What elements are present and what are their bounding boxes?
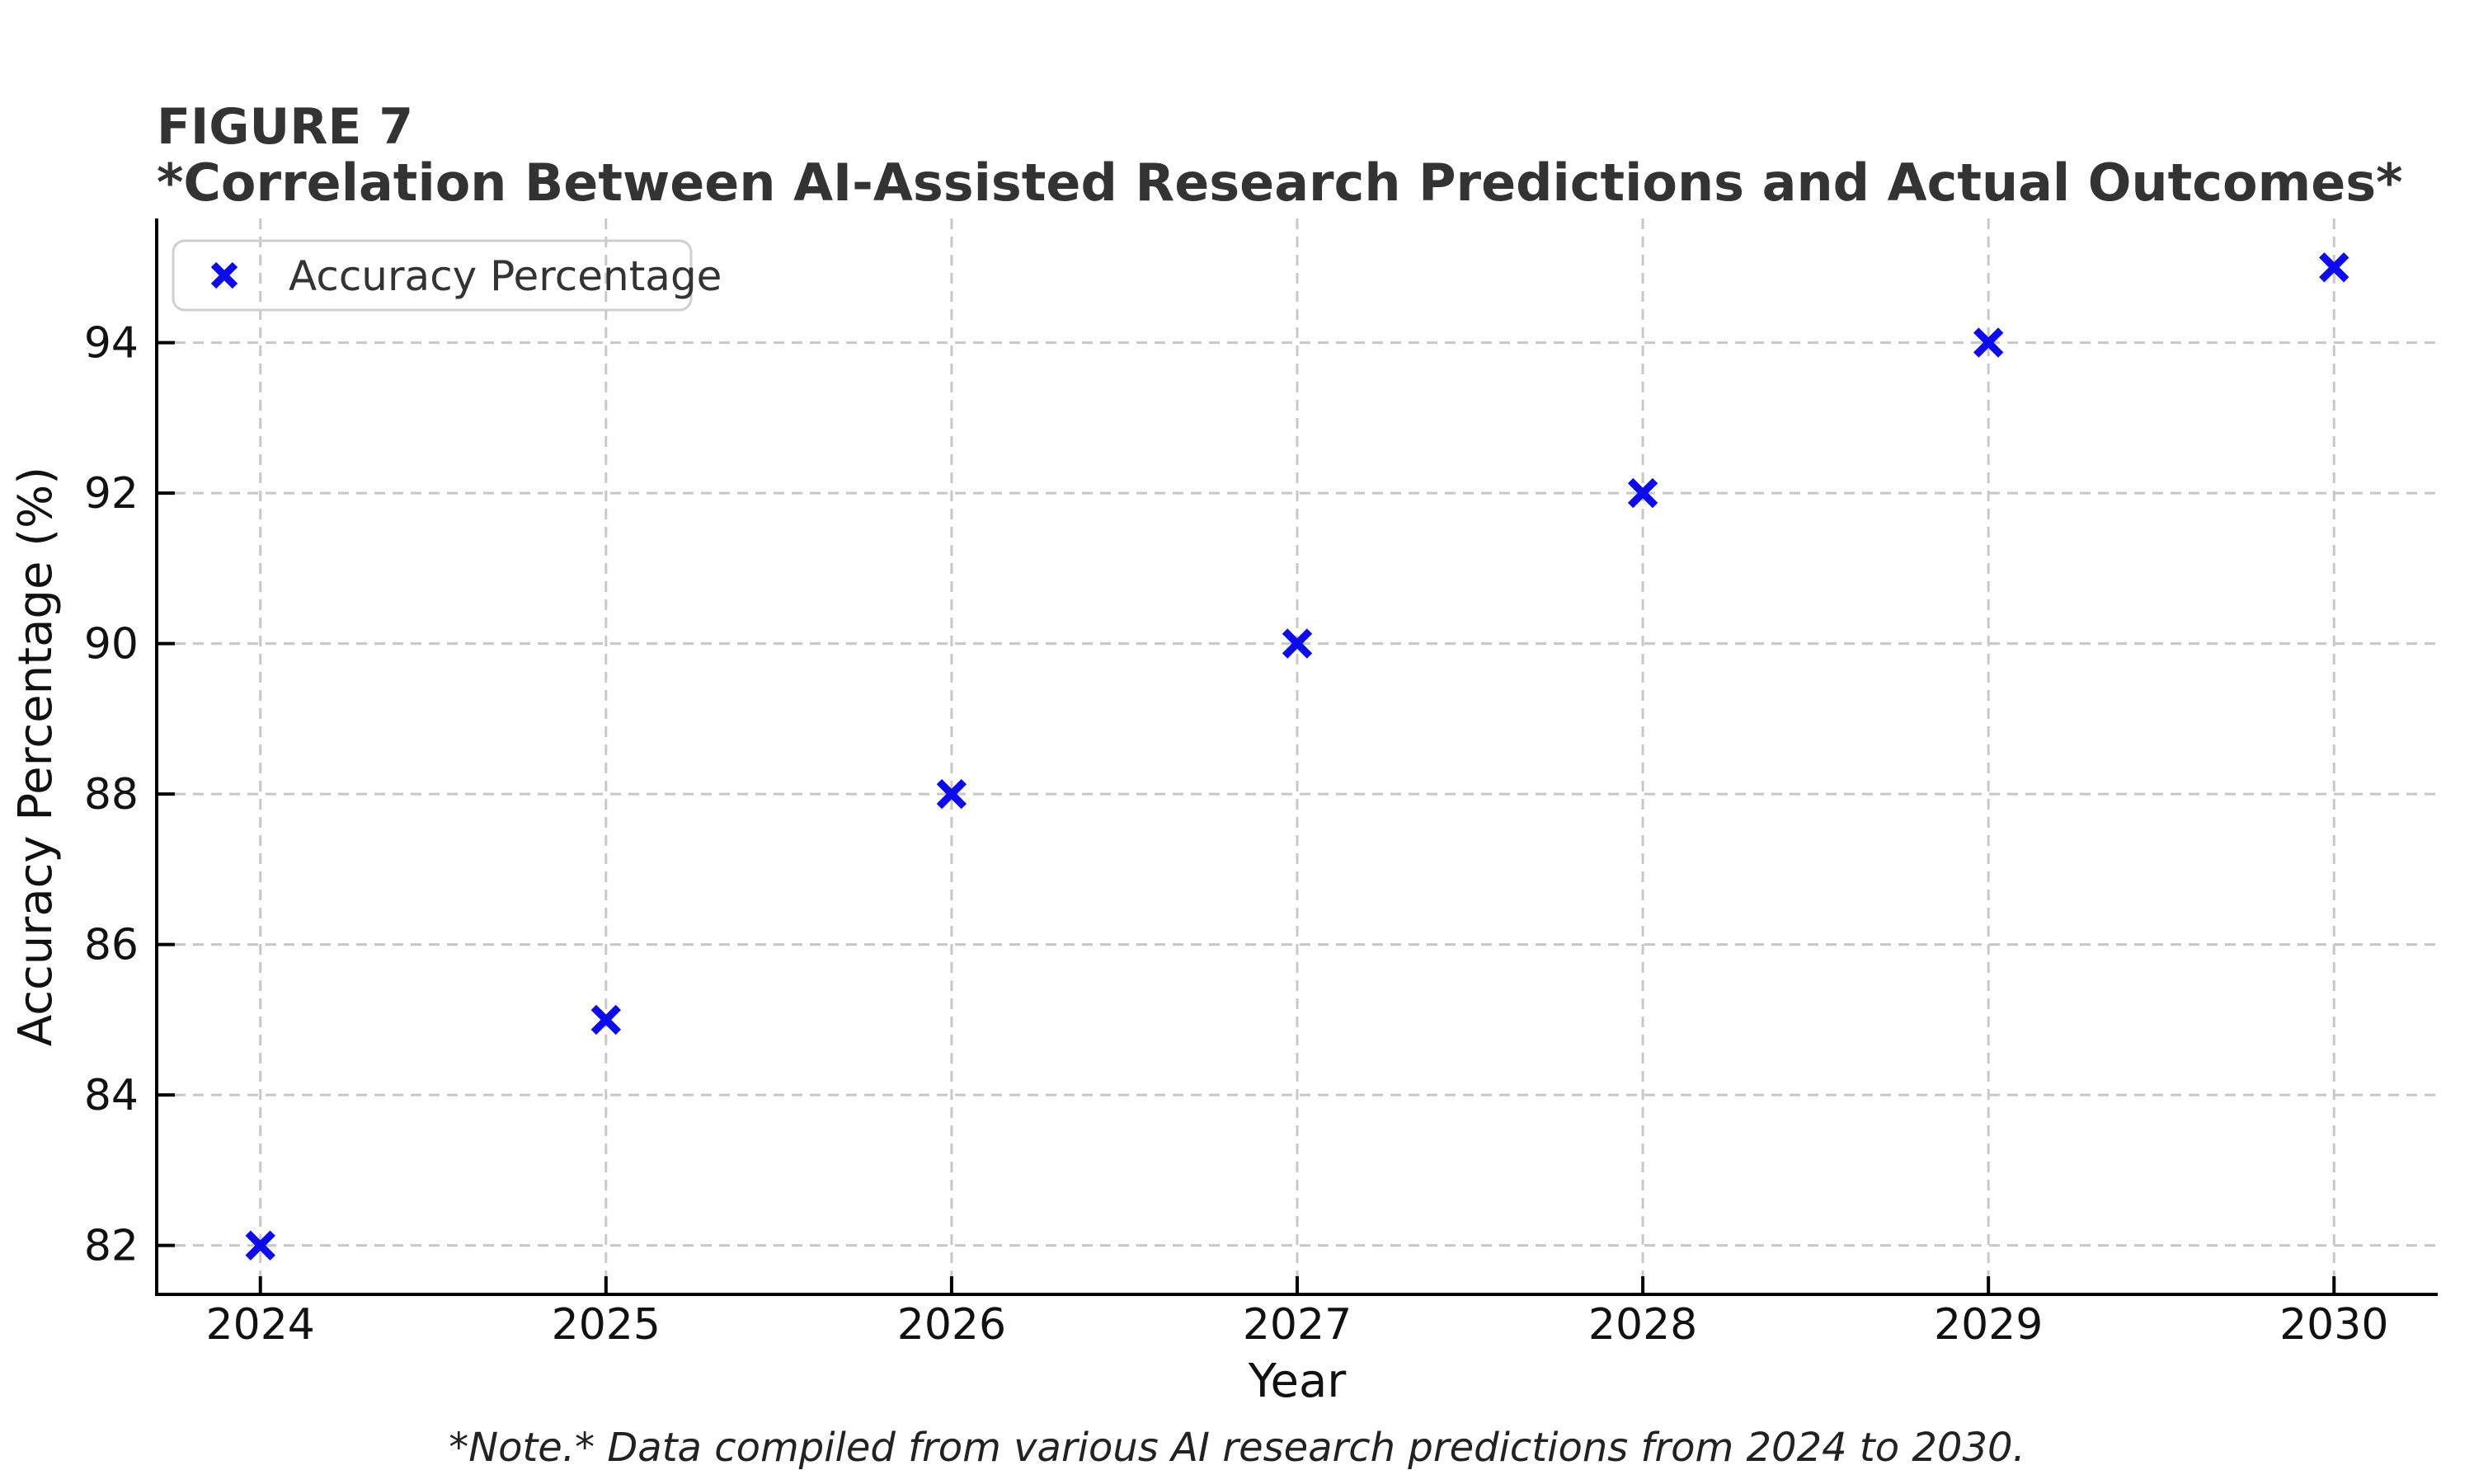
chart-title: *Correlation Between AI-Assisted Researc… bbox=[157, 153, 2403, 213]
x-tick-label: 2030 bbox=[2279, 1300, 2388, 1350]
x-tick-label: 2029 bbox=[1934, 1300, 2043, 1350]
y-tick-label: 88 bbox=[84, 770, 139, 819]
y-tick-label: 94 bbox=[84, 319, 139, 369]
data-point-x-marker-2024 bbox=[245, 1230, 275, 1261]
x-tick-label: 2024 bbox=[206, 1300, 315, 1350]
y-tick-label: 92 bbox=[84, 469, 139, 519]
x-tick-label: 2025 bbox=[552, 1300, 661, 1350]
x-axis-label: Year bbox=[1248, 1355, 1348, 1408]
data-point-x-marker-2030 bbox=[2319, 252, 2349, 283]
figure-number-title: FIGURE 7 bbox=[157, 98, 414, 156]
y-tick-label: 82 bbox=[84, 1222, 139, 1271]
x-tick-label: 2026 bbox=[897, 1300, 1006, 1350]
data-point-x-marker-2027 bbox=[1282, 628, 1313, 659]
legend-x-marker-icon bbox=[210, 261, 238, 289]
figure-note: *Note.* Data compiled from various AI re… bbox=[449, 1425, 2025, 1471]
y-tick-label: 90 bbox=[84, 620, 139, 669]
legend-label: Accuracy Percentage bbox=[289, 252, 722, 300]
data-point-x-marker-2026 bbox=[936, 778, 967, 810]
chart-title-block: FIGURE 7 *Correlation Between AI-Assiste… bbox=[157, 99, 2403, 211]
x-tick-label: 2027 bbox=[1243, 1300, 1352, 1350]
data-point-x-marker-2028 bbox=[1627, 477, 1658, 509]
data-point-x-marker-2025 bbox=[590, 1004, 622, 1036]
y-tick-label: 84 bbox=[84, 1071, 139, 1120]
legend-box bbox=[172, 239, 693, 312]
y-tick-label: 86 bbox=[84, 921, 139, 970]
data-point-x-marker-2029 bbox=[1973, 327, 2004, 358]
y-axis-label: Accuracy Percentage (%) bbox=[9, 467, 63, 1046]
x-tick-label: 2028 bbox=[1588, 1300, 1697, 1350]
